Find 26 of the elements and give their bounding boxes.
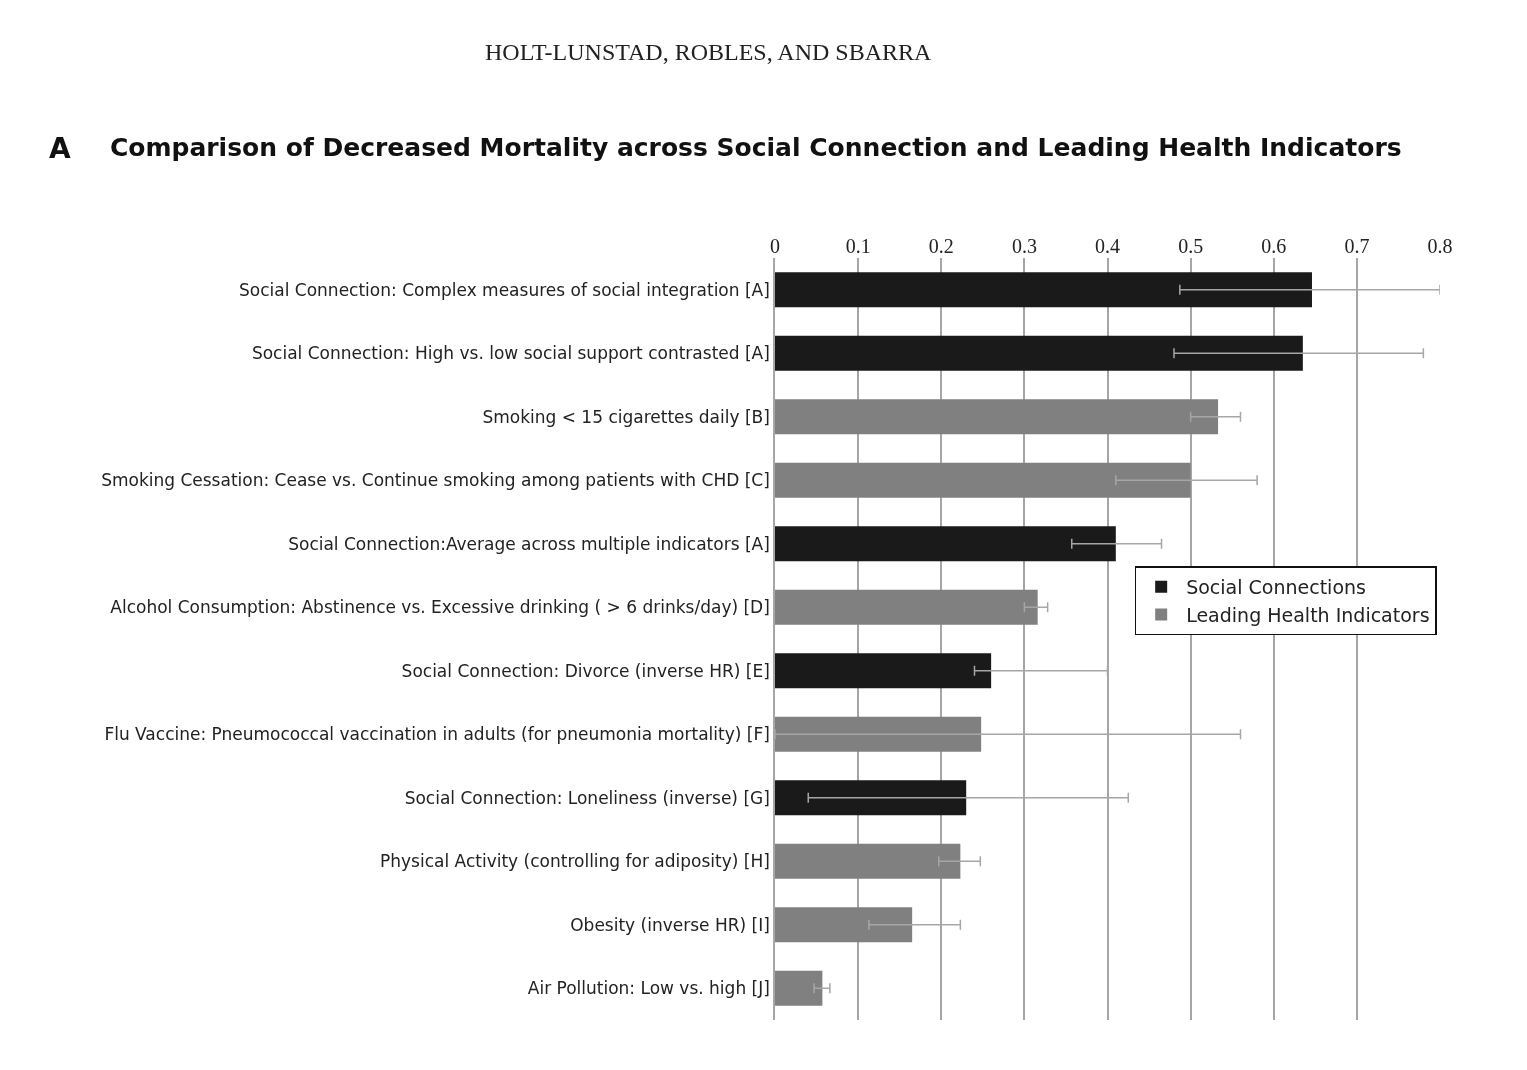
x-tick-label: 0.3 xyxy=(1011,235,1037,257)
x-tick-label: 0.7 xyxy=(1344,235,1370,257)
y-tick-label: Obesity (inverse HR) [I] xyxy=(570,914,770,935)
x-tick-label: 0.2 xyxy=(928,235,954,257)
y-tick-label: Social Connection: High vs. low social support contrasted [A] xyxy=(251,343,770,364)
y-tick-label: Air Pollution: Low vs. high [J] xyxy=(527,978,770,999)
x-tick-label: 0.1 xyxy=(845,235,871,257)
y-tick-label: Social Connection: Complex measures of social integration [A] xyxy=(239,279,770,300)
legend-label: Social Connections xyxy=(1186,576,1366,599)
x-tick-label: 0.4 xyxy=(1095,235,1120,257)
legend-label: Leading Health Indicators xyxy=(1186,603,1430,626)
x-tick-label: 0.6 xyxy=(1261,235,1287,257)
x-tick-label: 0 xyxy=(770,235,780,257)
x-tick-label: 0.8 xyxy=(1427,235,1453,257)
y-tick-label: Social Connection: Divorce (inverse HR) [E] xyxy=(401,660,770,681)
y-tick-label: Physical Activity (controlling for adiposity) [H] xyxy=(380,851,770,872)
y-tick-label: Smoking < 15 cigarettes daily [B] xyxy=(482,406,770,427)
y-tick-label: Flu Vaccine: Pneumococcal vaccination in adults (for pneumonia mortality) [F] xyxy=(104,724,770,745)
chart-title: Comparison of Decreased Mortality across Social Connection and Leading Health Indicators xyxy=(109,133,1402,163)
y-tick-label: Social Connection: Loneliness (inverse) [G] xyxy=(404,787,770,808)
text: HOLT-LUNSTAD, ROBLES, AND SBARRA xyxy=(485,39,933,65)
y-tick-label: Social Connection:Average across multiple indicators [A] xyxy=(288,533,770,554)
y-tick-label: Smoking Cessation: Cease vs. Continue smoking among patients with CHD [C] xyxy=(101,470,770,491)
x-tick-label: 0.5 xyxy=(1178,235,1204,257)
text: A xyxy=(49,132,71,165)
y-tick-label: Alcohol Consumption: Abstinence vs. Excessive drinking ( > 6 drinks/day) [D] xyxy=(110,597,770,618)
